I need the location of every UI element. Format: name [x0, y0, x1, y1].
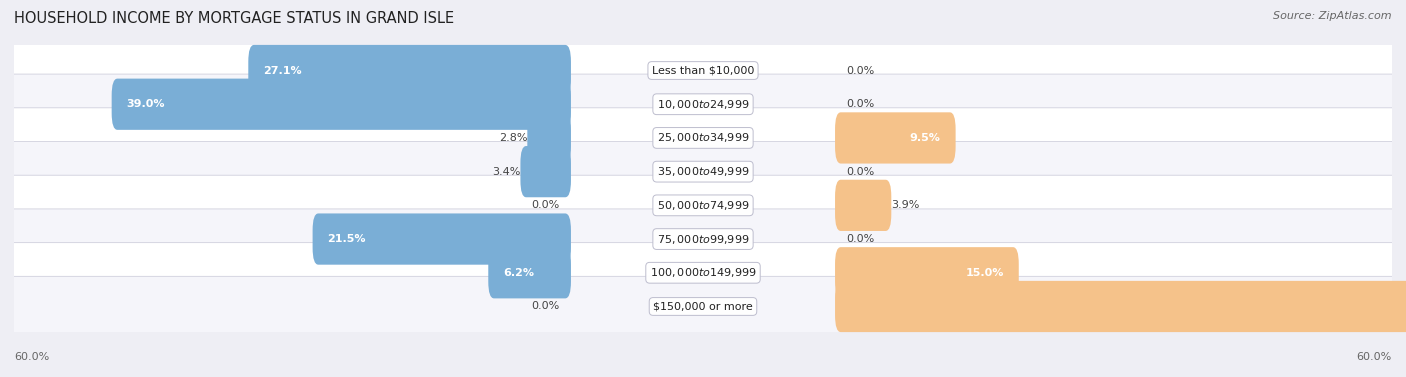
- FancyBboxPatch shape: [312, 213, 571, 265]
- Legend: Without Mortgage, With Mortgage: Without Mortgage, With Mortgage: [568, 372, 838, 377]
- Text: Less than $10,000: Less than $10,000: [652, 66, 754, 75]
- FancyBboxPatch shape: [10, 243, 1396, 303]
- FancyBboxPatch shape: [10, 108, 1396, 168]
- FancyBboxPatch shape: [10, 74, 1396, 134]
- Text: $100,000 to $149,999: $100,000 to $149,999: [650, 266, 756, 279]
- FancyBboxPatch shape: [10, 141, 1396, 202]
- Text: 0.0%: 0.0%: [846, 234, 875, 244]
- FancyBboxPatch shape: [835, 180, 891, 231]
- Text: 0.0%: 0.0%: [846, 99, 875, 109]
- FancyBboxPatch shape: [527, 112, 571, 164]
- Text: $35,000 to $49,999: $35,000 to $49,999: [657, 165, 749, 178]
- Text: 15.0%: 15.0%: [966, 268, 1004, 278]
- FancyBboxPatch shape: [10, 209, 1396, 269]
- Text: 60.0%: 60.0%: [14, 352, 49, 362]
- FancyBboxPatch shape: [10, 175, 1396, 236]
- Text: 0.0%: 0.0%: [846, 167, 875, 177]
- FancyBboxPatch shape: [520, 146, 571, 197]
- FancyBboxPatch shape: [488, 247, 571, 298]
- Text: $75,000 to $99,999: $75,000 to $99,999: [657, 233, 749, 245]
- Text: 0.0%: 0.0%: [846, 66, 875, 75]
- FancyBboxPatch shape: [249, 45, 571, 96]
- FancyBboxPatch shape: [10, 40, 1396, 101]
- Text: $10,000 to $24,999: $10,000 to $24,999: [657, 98, 749, 111]
- Text: 6.2%: 6.2%: [503, 268, 534, 278]
- Text: 2.8%: 2.8%: [499, 133, 527, 143]
- FancyBboxPatch shape: [111, 79, 571, 130]
- Text: 9.5%: 9.5%: [910, 133, 941, 143]
- Text: 0.0%: 0.0%: [531, 302, 560, 311]
- Text: $50,000 to $74,999: $50,000 to $74,999: [657, 199, 749, 212]
- Text: 60.0%: 60.0%: [1357, 352, 1392, 362]
- Text: 21.5%: 21.5%: [328, 234, 366, 244]
- Text: 39.0%: 39.0%: [127, 99, 165, 109]
- Text: HOUSEHOLD INCOME BY MORTGAGE STATUS IN GRAND ISLE: HOUSEHOLD INCOME BY MORTGAGE STATUS IN G…: [14, 11, 454, 26]
- Text: 3.4%: 3.4%: [492, 167, 520, 177]
- Text: Source: ZipAtlas.com: Source: ZipAtlas.com: [1274, 11, 1392, 21]
- FancyBboxPatch shape: [835, 247, 1019, 298]
- Text: 0.0%: 0.0%: [531, 200, 560, 210]
- FancyBboxPatch shape: [10, 276, 1396, 337]
- FancyBboxPatch shape: [835, 112, 956, 164]
- FancyBboxPatch shape: [835, 281, 1406, 332]
- Text: $25,000 to $34,999: $25,000 to $34,999: [657, 132, 749, 144]
- Text: $150,000 or more: $150,000 or more: [654, 302, 752, 311]
- Text: 3.9%: 3.9%: [891, 200, 920, 210]
- Text: 27.1%: 27.1%: [263, 66, 302, 75]
